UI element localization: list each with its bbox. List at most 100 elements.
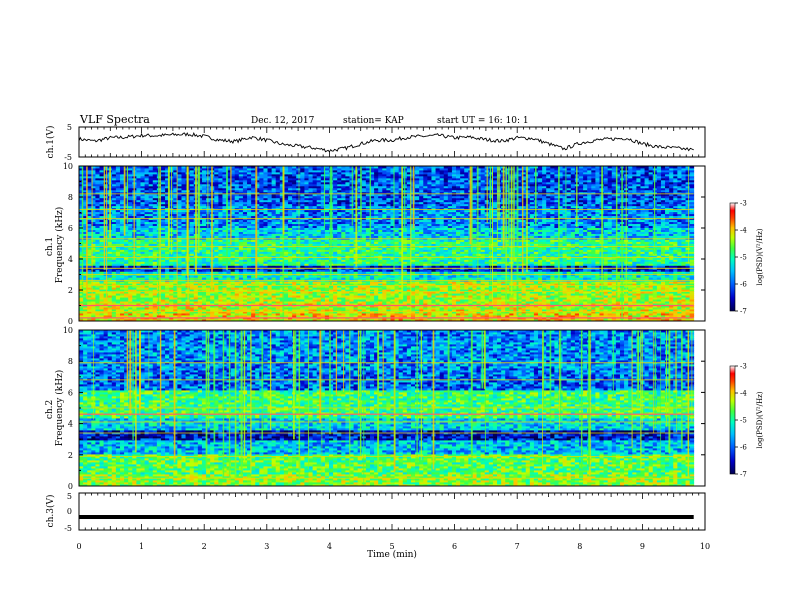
spectrogram-cell <box>173 287 178 290</box>
spectrogram-cell <box>648 319 654 322</box>
spectrogram-cell <box>390 297 395 300</box>
spectrogram-cell <box>447 319 453 322</box>
spectrogram-cell <box>599 299 604 302</box>
spectrogram-cell <box>275 299 281 302</box>
spectrogram-cell <box>636 295 641 298</box>
spectrogram-cell <box>140 315 145 318</box>
spectrogram-cell <box>263 307 268 310</box>
spectrogram-cell <box>111 285 117 288</box>
spectrogram-cell <box>218 303 223 306</box>
spectrogram-cell <box>353 311 359 314</box>
spectrogram-cell <box>222 315 227 318</box>
spectrogram-cell <box>439 307 445 310</box>
spectrogram-cell <box>185 303 191 306</box>
spectrogram-cell <box>689 299 695 302</box>
spectrogram-cell <box>226 299 232 302</box>
spectrogram-cell <box>361 305 367 308</box>
spectrogram-cell <box>415 281 420 284</box>
spectrogram-cell <box>435 283 441 286</box>
spectrogram-cell <box>132 301 137 304</box>
spectrogram-cell <box>169 287 174 290</box>
spectrogram-cell <box>660 299 666 302</box>
spectrogram-cell <box>226 315 232 318</box>
spectrogram-cell <box>357 283 363 286</box>
spectrogram-cell <box>324 299 330 302</box>
spectrogram-cell <box>242 289 248 292</box>
spectrogram-cell <box>406 295 412 298</box>
spectrogram-cell <box>107 315 113 318</box>
spectrogram-cell <box>517 311 523 314</box>
spectrogram-cell <box>533 287 539 290</box>
spectrogram-cell <box>234 293 240 296</box>
spectrogram-cell <box>607 313 613 316</box>
spectrogram-cell <box>259 283 264 286</box>
spectrogram-cell <box>251 287 256 290</box>
spectrogram-cell <box>587 305 592 308</box>
spectrogram-cell <box>546 311 551 314</box>
spectrogram-cell <box>570 285 576 288</box>
spectrogram-cell <box>361 281 367 284</box>
spectrogram-cell <box>103 283 109 286</box>
spectrogram-cell <box>242 281 248 284</box>
spectrogram-cell <box>628 293 633 296</box>
spectrogram-cell <box>103 293 109 296</box>
spectrogram-cell <box>345 285 350 288</box>
spectrogram-cell <box>189 291 195 294</box>
spectrogram-cell <box>419 315 424 318</box>
spectrogram-cell <box>173 303 178 306</box>
spectrogram-cell <box>226 301 232 304</box>
spectrogram-cell <box>460 289 465 292</box>
spectrogram-cell <box>607 293 613 296</box>
spectrogram-cell <box>181 295 186 298</box>
spectrogram-cell <box>124 287 129 290</box>
spectrogram-cell <box>468 289 473 292</box>
spectrogram-cell <box>521 311 527 314</box>
spectrogram-cell <box>312 285 318 288</box>
spectrogram-cell <box>308 301 313 304</box>
spectrogram-cell <box>447 303 453 306</box>
spectrogram-cell <box>456 309 461 312</box>
spectrogram-cell <box>226 287 232 290</box>
spectrogram-cell <box>517 281 523 284</box>
spectrogram-cell <box>443 289 449 292</box>
spectrogram-cell <box>320 285 326 288</box>
spectrogram-cell <box>566 311 572 314</box>
spectrogram-cell <box>517 319 523 322</box>
spectrogram-cell <box>275 289 281 292</box>
spectrogram-cell <box>111 301 117 304</box>
spectrogram-cell <box>472 295 477 298</box>
spectrogram-cell <box>632 319 637 322</box>
spectrogram-cell <box>546 289 551 292</box>
spectrogram-cell <box>275 301 281 304</box>
spectrogram-cell <box>218 293 223 296</box>
spectrogram-cell <box>603 299 609 302</box>
spectrogram-cell <box>271 285 277 288</box>
spectrogram-cell <box>197 311 203 314</box>
spectrogram-cell <box>673 299 678 302</box>
spectrogram-cell <box>640 283 645 286</box>
spectrogram-cell <box>267 295 273 298</box>
spectrogram-cell <box>324 313 330 316</box>
spectrogram-cell <box>218 315 223 318</box>
spectrogram-cell <box>214 319 219 322</box>
spectrogram-cell <box>632 299 637 302</box>
spectrogram-cell <box>259 313 264 316</box>
spectrogram-cell <box>497 307 502 310</box>
spectrogram-cell <box>533 295 539 298</box>
spectrogram-cell <box>574 293 580 296</box>
spectrogram-cell <box>337 307 342 310</box>
spectrogram-cell <box>644 295 650 298</box>
spectrogram-cell <box>685 305 691 308</box>
spectrogram-cell <box>214 313 219 316</box>
spectrogram-cell <box>283 293 289 296</box>
spectrogram-cell <box>111 315 117 318</box>
spectrogram-cell <box>615 297 621 300</box>
spectrogram-cell <box>333 301 338 304</box>
spectrogram-cell <box>591 281 596 284</box>
spectrogram-cell <box>382 299 387 302</box>
spectrogram-cell <box>128 313 133 316</box>
spectrogram-cell <box>95 287 100 290</box>
spectrogram-cell <box>447 287 453 290</box>
spectrogram-cell <box>595 307 600 310</box>
spectrogram-cell <box>402 311 408 314</box>
